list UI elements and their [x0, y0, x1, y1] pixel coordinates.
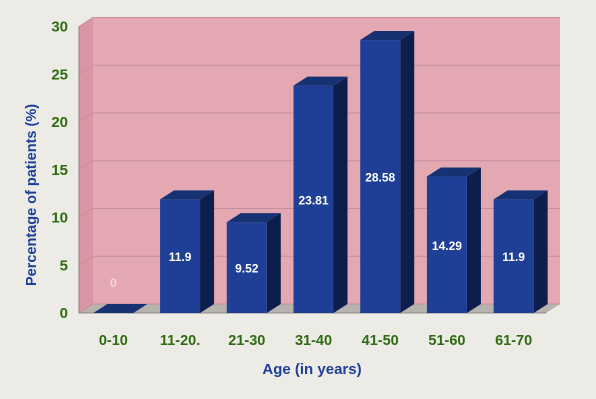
- x-tick-label: 41-50: [362, 333, 399, 349]
- x-tick-label: 31-40: [295, 333, 332, 349]
- bar-top: [93, 304, 148, 313]
- y-tick-label: 25: [51, 66, 68, 83]
- bar-front: [160, 199, 201, 313]
- data-label: 0: [110, 276, 117, 290]
- y-tick-labels: 0 5 10 15 20 25 30: [51, 19, 68, 323]
- bar-front: [493, 199, 534, 313]
- bar-front: [226, 222, 267, 313]
- data-label: 11.9: [169, 250, 192, 264]
- bar-top: [493, 190, 548, 200]
- y-tick-label: 0: [60, 305, 68, 322]
- bar-side: [266, 213, 281, 313]
- bar-top: [293, 76, 348, 86]
- x-axis-title: Age (in years): [262, 361, 361, 378]
- bar-31-40: [293, 76, 348, 313]
- y-tick-label: 20: [51, 114, 68, 131]
- x-tick-label: 21-30: [228, 333, 265, 349]
- bar-front: [426, 176, 467, 313]
- bar-side: [466, 167, 481, 313]
- bar-0-10: [93, 304, 148, 313]
- data-label: 28.58: [365, 171, 395, 185]
- bar-side: [533, 190, 548, 313]
- data-label: 14.29: [432, 239, 462, 253]
- bar-51-60: [426, 167, 481, 313]
- bar-side: [333, 76, 348, 313]
- gridline: [78, 17, 560, 27]
- x-tick-label: 11-20.: [160, 333, 200, 349]
- bar-side: [400, 31, 415, 313]
- x-tick-label: 61-70: [495, 333, 532, 349]
- x-tick-label: 0-10: [99, 333, 128, 349]
- bar-front: [360, 40, 401, 313]
- data-label: 11.9: [502, 250, 525, 264]
- data-label: 9.52: [235, 262, 259, 276]
- y-axis-title: Percentage of patients (%): [24, 104, 40, 286]
- bar-41-50: [360, 31, 415, 313]
- y-tick-label: 30: [51, 19, 68, 36]
- y-tick-label: 10: [51, 210, 68, 227]
- bar-21-30: [226, 213, 281, 313]
- bar-top: [160, 190, 215, 200]
- bar-top: [360, 31, 415, 41]
- y-tick-label: 5: [60, 257, 68, 274]
- bar-top: [226, 213, 281, 223]
- bars: [93, 31, 548, 313]
- bar-front: [293, 85, 334, 313]
- x-tick-label: 51-60: [428, 333, 465, 349]
- bar-side: [200, 190, 215, 313]
- bar-top: [426, 167, 481, 177]
- data-labels: 0 11.9 9.52 23.81 28.58 14.29 11.9: [110, 171, 525, 290]
- y-tick-label: 15: [51, 162, 68, 179]
- x-tick-labels: 0-10 11-20. 21-30 31-40 41-50 51-60 61-70: [99, 333, 532, 349]
- bar-11-20: [160, 190, 215, 313]
- data-label: 23.81: [298, 193, 328, 207]
- bar-61-70: [493, 190, 548, 313]
